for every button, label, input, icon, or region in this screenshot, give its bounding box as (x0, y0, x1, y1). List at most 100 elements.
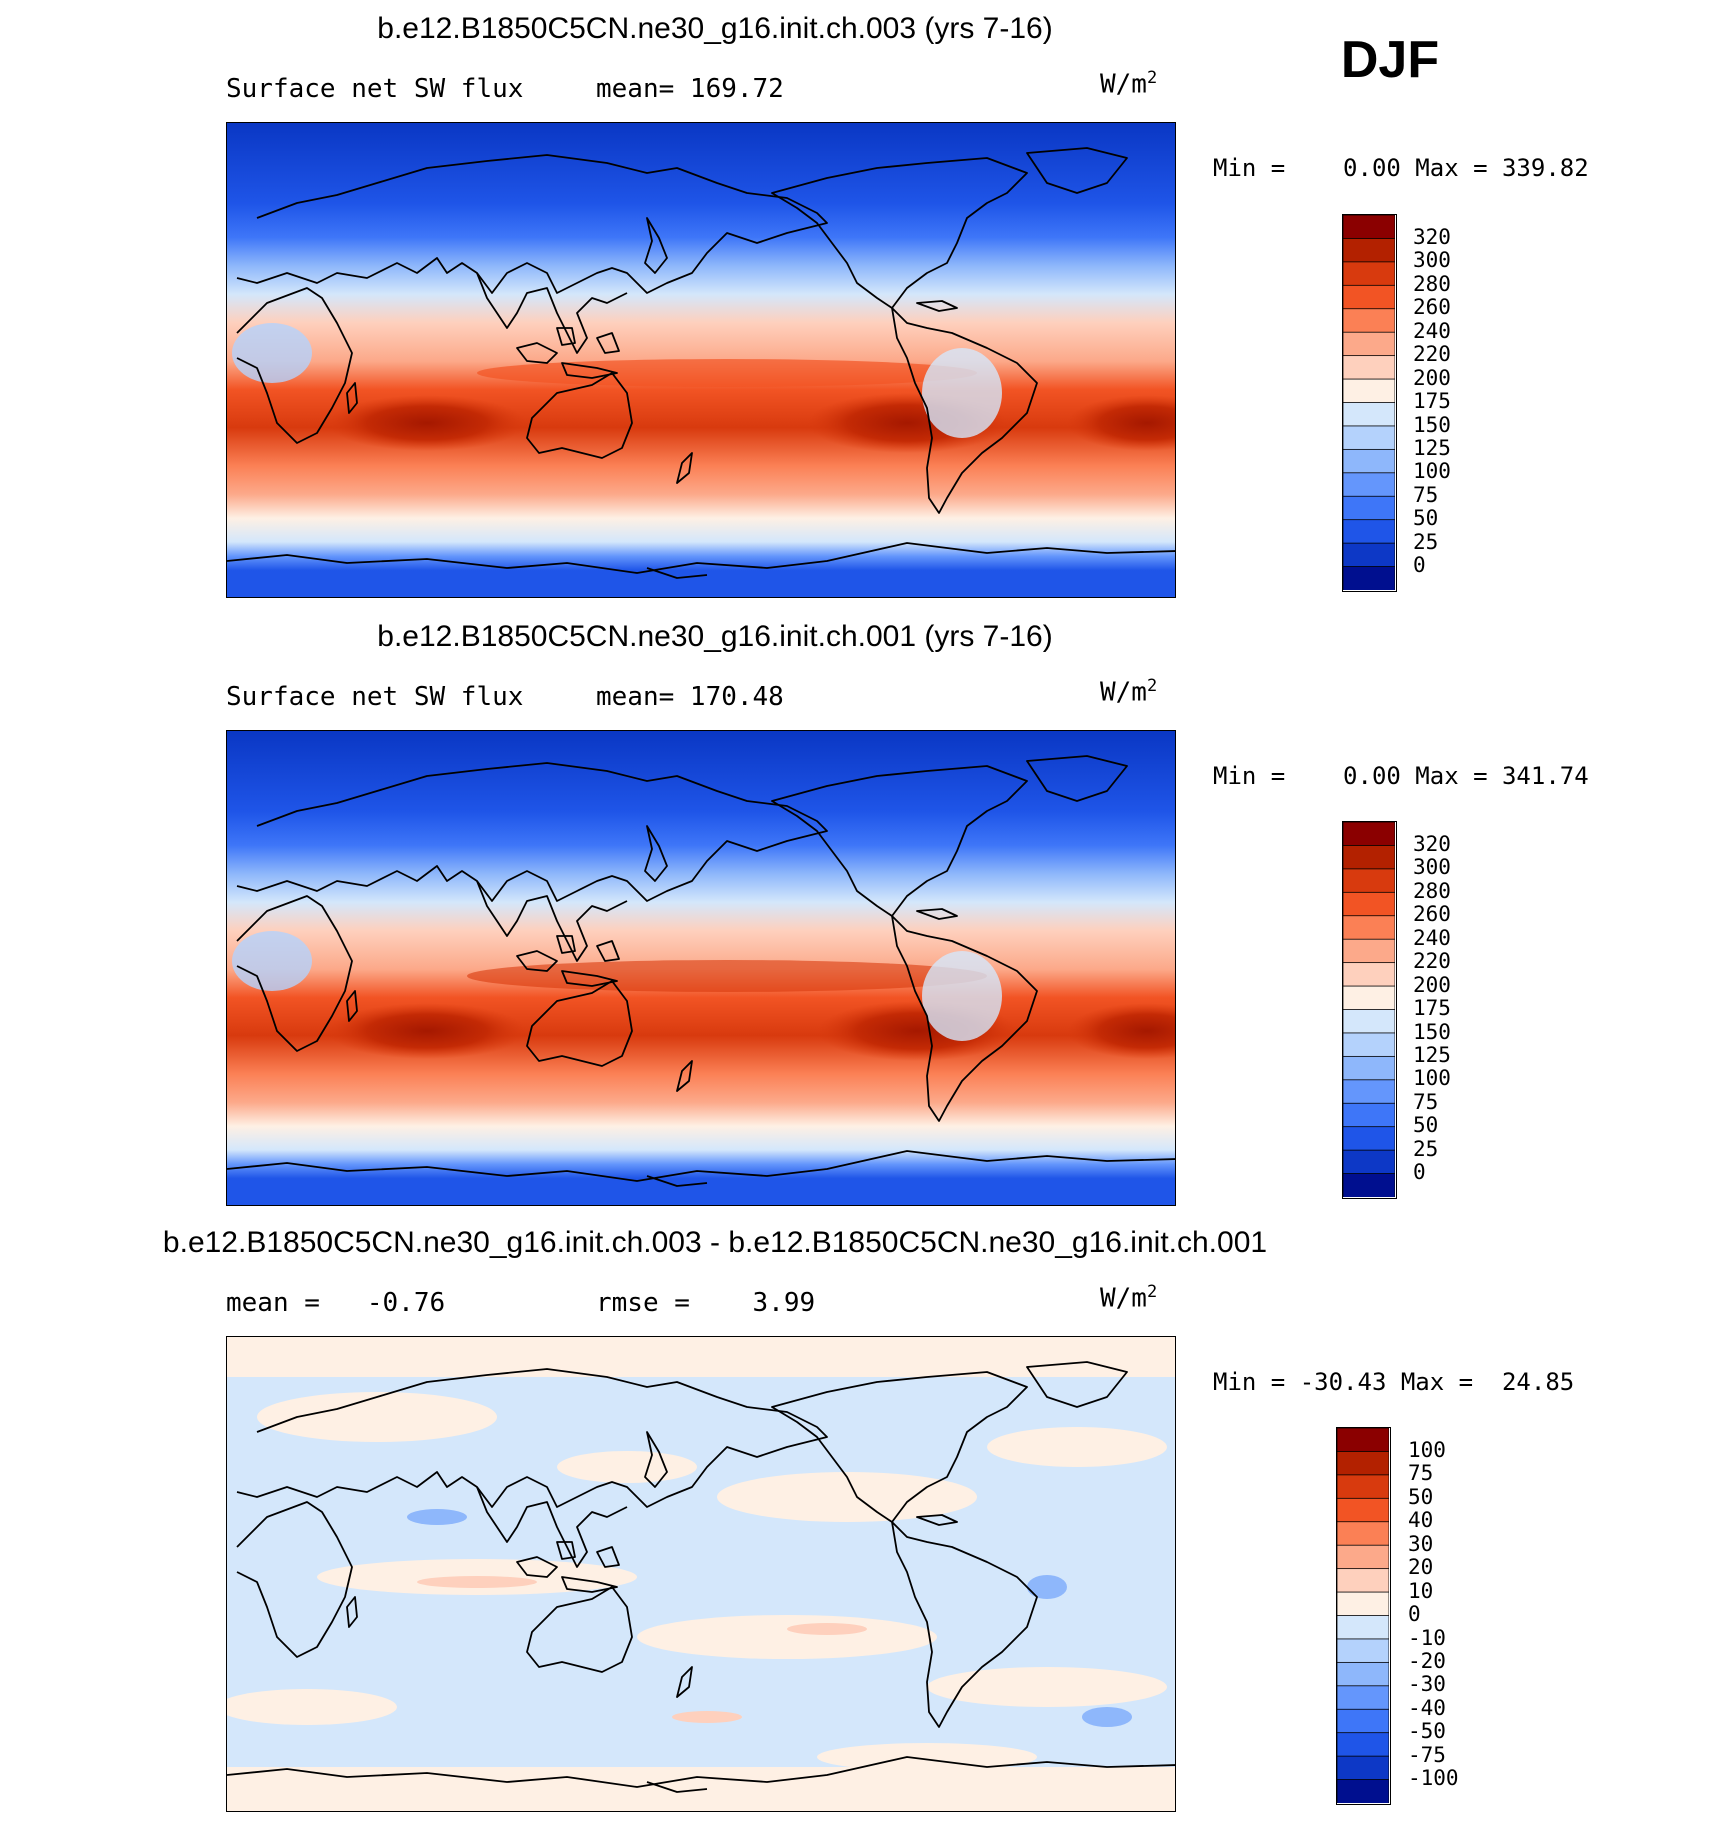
colorbar-tick-label: -20 (1408, 1648, 1446, 1673)
colorbar-swatch (1343, 822, 1395, 847)
panel-2-mean-label: mean= 170.48 (596, 682, 784, 712)
colorbar-swatch (1337, 1544, 1389, 1570)
central-africa-cloud (232, 931, 312, 991)
panel-3-units-exp: 2 (1146, 1282, 1158, 1302)
colorbar-tick-label: 75 (1408, 1461, 1434, 1486)
panel-2-units: W/m2 (1100, 676, 1157, 708)
panel-2-field-label: Surface net SW flux (226, 682, 524, 712)
colorbar-swatch (1343, 845, 1395, 870)
colorbar-swatch (1343, 1102, 1395, 1128)
panel-2-units-base: W/m (1100, 677, 1147, 708)
equatorial-band (477, 359, 977, 387)
colorbar-swatch (1343, 985, 1395, 1011)
panel-3-title: b.e12.B1850C5CN.ne30_g16.init.ch.003 - b… (162, 1226, 1268, 1259)
colorbar-swatch (1343, 378, 1395, 404)
colorbar-tick-label: -50 (1408, 1719, 1446, 1744)
colorbar-tick-label: 100 (1408, 1438, 1446, 1462)
colorbar-swatch (1343, 1126, 1395, 1152)
colorbar-tick-label: 100 (1413, 459, 1451, 484)
panel-2-map (226, 730, 1176, 1206)
panel-1-units-base: W/m (1100, 69, 1147, 100)
panel-1-colorbar-swatches (1343, 215, 1395, 590)
colorbar-swatch (1343, 402, 1395, 427)
colorbar-swatch (1343, 1079, 1395, 1105)
colorbar-tick-label: 240 (1413, 318, 1451, 343)
moderate-positive-patches (417, 1576, 867, 1723)
colorbar-tick-label: 0 (1408, 1602, 1421, 1627)
colorbar-tick-label: 220 (1413, 342, 1451, 367)
amazon-cloud (922, 951, 1002, 1041)
colorbar-tick-label: 75 (1413, 482, 1439, 507)
colorbar-tick-label: 300 (1413, 855, 1451, 880)
colorbar-tick-label: 20 (1408, 1555, 1434, 1580)
colorbar-swatch (1343, 215, 1395, 240)
panel-3-map (226, 1336, 1176, 1812)
colorbar-swatch (1343, 238, 1395, 263)
colorbar-swatch (1337, 1661, 1389, 1687)
colorbar-tick-label: 175 (1413, 389, 1451, 414)
colorbar-swatch (1337, 1732, 1389, 1758)
colorbar-tick-label: 50 (1413, 506, 1439, 531)
amazon-cloud (922, 348, 1002, 438)
colorbar-tick-label: 100 (1413, 1066, 1451, 1091)
colorbar-swatch (1343, 566, 1395, 590)
colorbar-tick-label: 125 (1413, 435, 1451, 460)
colorbar-swatch (1337, 1685, 1389, 1711)
panel-3-units-base: W/m (1100, 1283, 1147, 1314)
colorbar-swatch (1337, 1755, 1389, 1781)
colorbar-swatch (1337, 1474, 1389, 1500)
colorbar-tick-label: 280 (1413, 271, 1451, 296)
colorbar-swatch (1337, 1591, 1389, 1617)
panel-1-title: b.e12.B1850C5CN.ne30_g16.init.ch.003 (yr… (377, 12, 1053, 45)
panel-3-rmse-label: rmse = 3.99 (596, 1288, 816, 1318)
colorbar-swatch (1343, 542, 1395, 568)
colorbar-tick-label: 300 (1413, 248, 1451, 273)
colorbar-tick-label: 25 (1413, 529, 1439, 554)
colorbar-tick-label: 175 (1413, 996, 1451, 1021)
panel-3-minmax: Min = -30.43 Max = 24.85 (1213, 1368, 1575, 1396)
colorbar-swatch (1343, 962, 1395, 987)
central-africa-cloud (232, 323, 312, 383)
colorbar-swatch (1343, 331, 1395, 357)
indian-ocean-max (327, 1003, 527, 1059)
colorbar-swatch (1337, 1568, 1389, 1593)
south-atlantic-max (1067, 395, 1175, 451)
colorbar-tick-label: -100 (1408, 1766, 1459, 1791)
panel-1-field-label: Surface net SW flux (226, 74, 524, 104)
colorbar-swatch (1337, 1638, 1389, 1664)
colorbar-tick-label: -10 (1408, 1625, 1446, 1650)
colorbar-tick-label: 25 (1413, 1136, 1439, 1161)
panel-1-mean-label: mean= 169.72 (596, 74, 784, 104)
colorbar-swatch (1343, 448, 1395, 474)
colorbar-tick-label: 280 (1413, 878, 1451, 903)
panel-2-colorbar-swatches (1343, 822, 1395, 1197)
panel-3-mean-label: mean = -0.76 (226, 1288, 446, 1318)
panel-3-colorbar-swatches (1337, 1428, 1389, 1803)
colorbar-swatch (1343, 1173, 1395, 1197)
colorbar-swatch (1337, 1428, 1389, 1453)
colorbar-swatch (1337, 1708, 1389, 1734)
panel-2-minmax: Min = 0.00 Max = 341.74 (1213, 762, 1589, 790)
colorbar-swatch (1337, 1779, 1389, 1803)
colorbar-tick-label: 240 (1413, 925, 1451, 950)
colorbar-swatch (1337, 1615, 1389, 1640)
panel-2-units-exp: 2 (1146, 676, 1158, 696)
panel-1-colorbar (1342, 214, 1397, 592)
colorbar-swatch (1337, 1497, 1389, 1523)
colorbar-tick-label: 320 (1413, 832, 1451, 856)
colorbar-tick-label: 260 (1413, 295, 1451, 320)
colorbar-swatch (1343, 915, 1395, 941)
colorbar-tick-label: 260 (1413, 902, 1451, 927)
colorbar-tick-label: -40 (1408, 1695, 1446, 1720)
colorbar-swatch (1343, 1032, 1395, 1058)
colorbar-swatch (1343, 284, 1395, 310)
season-label: DJF (1340, 31, 1440, 89)
colorbar-swatch (1337, 1521, 1389, 1547)
colorbar-tick-label: 125 (1413, 1042, 1451, 1067)
colorbar-tick-label: 10 (1408, 1578, 1434, 1603)
panel-2-colorbar (1342, 821, 1397, 1199)
colorbar-tick-label: 50 (1413, 1113, 1439, 1138)
panel-1-map (226, 122, 1176, 598)
colorbar-tick-label: 0 (1413, 553, 1426, 578)
colorbar-swatch (1343, 1055, 1395, 1081)
